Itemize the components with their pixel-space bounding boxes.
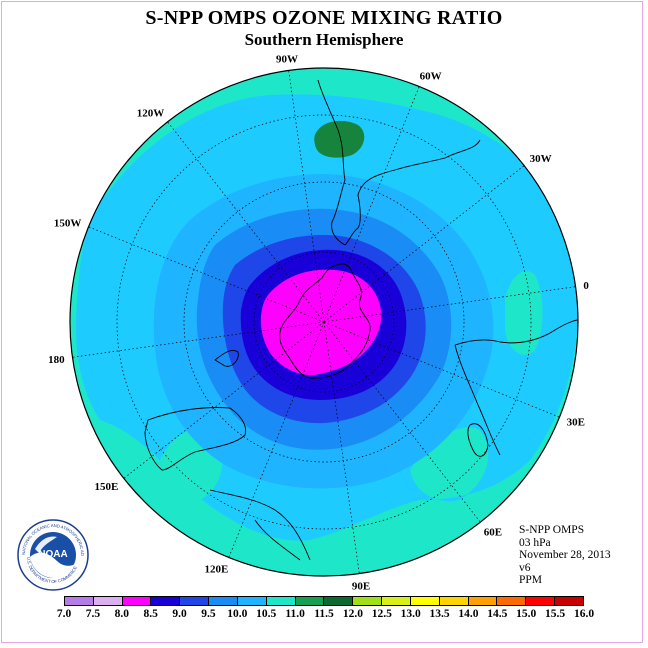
longitude-label: 30W <box>530 153 552 165</box>
info-level: 03 hPa <box>519 536 551 549</box>
noaa-logo: NOAA NATIONAL OCEANIC AND ATMOSPHERIC AD… <box>17 519 89 591</box>
chart-subtitle: Southern Hemisphere <box>244 30 404 49</box>
colorbar-segment <box>526 597 556 605</box>
madagascar-coastline <box>467 423 489 457</box>
colorbar-segment <box>209 597 238 605</box>
longitude-label: 120E <box>205 564 229 576</box>
south-america-coastline <box>317 79 481 246</box>
southeast-asia-coastline <box>209 489 311 561</box>
longitude-labels: 90W 60W 30W 0 30E 60E 90E 120E 150E 180 150W 120W <box>48 54 589 593</box>
colorbar-tick-label: 12.5 <box>371 608 392 620</box>
contour-8-0 <box>260 269 382 376</box>
colorbar-tick-label: 13.5 <box>429 608 450 620</box>
colorbar-segment <box>65 597 94 605</box>
longitude-label: 120W <box>137 107 165 119</box>
colorbar-segment <box>410 597 440 605</box>
info-block: S-NPP OMPS 03 hPa November 28, 2013 v6 P… <box>519 524 611 587</box>
colorbar-tick-label: 11.5 <box>314 608 334 620</box>
colorbar-tick-label: 7.0 <box>56 608 72 620</box>
colorbar-tick-label: 15.0 <box>516 608 537 620</box>
colorbar-tick-label: 15.5 <box>545 608 566 620</box>
colorbar-segment <box>93 597 123 605</box>
colorbar-segment <box>180 597 210 605</box>
longitude-label: 180 <box>48 354 65 366</box>
longitude-label: 60W <box>420 70 442 82</box>
colorbar-tick-label: 16.0 <box>573 608 595 620</box>
colorbar-segment <box>382 597 411 605</box>
colorbar-tick-label: 14.5 <box>487 608 508 620</box>
colorbar-segment <box>353 597 383 605</box>
info-instrument: S-NPP OMPS <box>519 524 585 536</box>
colorbar-tick-label: 9.0 <box>172 608 187 620</box>
longitude-label: 30E <box>567 417 585 429</box>
colorbar-segment <box>122 597 152 605</box>
colorbar-tick-label: 13.0 <box>400 608 421 620</box>
colorbar-tick-label: 8.0 <box>114 608 129 620</box>
colorbar-segment <box>555 597 583 605</box>
africa-coastline <box>454 319 578 456</box>
latitude-lines <box>116 114 532 530</box>
colorbar-ticks: 7.0 7.5 8.0 8.5 9.0 9.5 10.0 10.5 11.0 11.5 12.0 12… <box>0 608 648 624</box>
new-zealand-coastline <box>214 349 239 367</box>
longitude-label: 150W <box>54 217 82 229</box>
colorbar-tick-label: 10.0 <box>227 608 248 620</box>
australia-coastline <box>144 407 247 471</box>
ozone-field <box>70 68 578 576</box>
chart-title: S-NPP OMPS OZONE MIXING RATIO <box>145 7 503 29</box>
map-boundary <box>69 67 579 577</box>
info-units: PPM <box>519 574 543 587</box>
info-date: November 28, 2013 <box>519 549 611 562</box>
logo-text: NOAA <box>38 549 67 560</box>
info-version: v6 <box>519 561 531 574</box>
colorbar-tick-label: 10.5 <box>256 608 277 620</box>
colorbar-tick-label: 11.0 <box>285 608 305 620</box>
longitude-label: 150E <box>95 481 119 493</box>
colorbar-segment <box>497 597 527 605</box>
longitude-label: 0 <box>583 280 589 292</box>
colorbar-segment <box>324 597 354 605</box>
colorbar-segment <box>295 597 325 605</box>
colorbar-tick-label: 8.5 <box>143 608 158 620</box>
colorbar-tick-label: 14.0 <box>458 608 479 620</box>
antarctica-coastline <box>279 263 371 379</box>
longitude-label: 90E <box>352 580 370 592</box>
colorbar-tick-label: 12.0 <box>342 608 363 620</box>
colorbar-tick-label: 7.5 <box>85 608 101 620</box>
colorbar-segment <box>237 597 267 605</box>
colorbar-segment <box>151 597 181 605</box>
coastlines <box>144 79 578 561</box>
contour-11-5 <box>314 120 365 158</box>
colorbar-segment <box>468 597 498 605</box>
colorbar-segment <box>439 597 469 605</box>
longitude-label: 60E <box>484 527 502 539</box>
colorbar-tick-label: 9.5 <box>201 608 216 620</box>
colorbar <box>64 596 584 606</box>
colorbar-segment <box>266 597 296 605</box>
longitude-label: 90W <box>276 54 298 66</box>
